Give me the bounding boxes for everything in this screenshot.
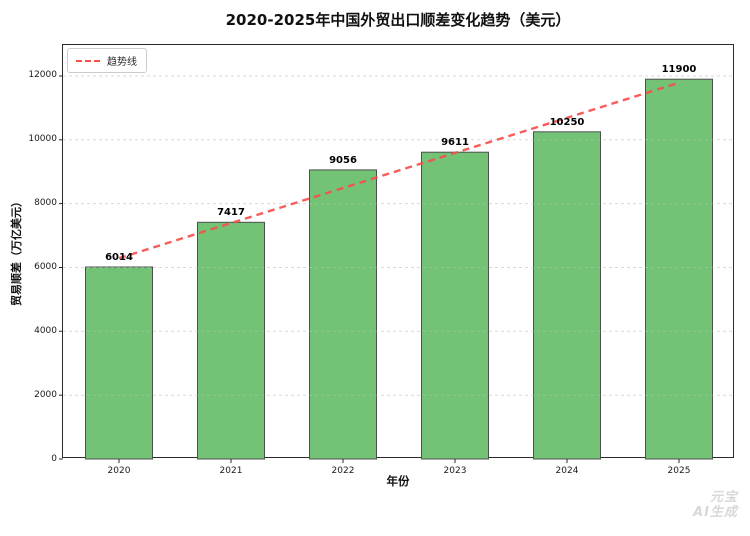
bar-2025 (645, 78, 713, 460)
chart-canvas (59, 75, 735, 463)
x-tick-label-2020: 2020 (107, 466, 131, 476)
trend-line (118, 81, 680, 260)
plot-area: 趋势线 0 2000 4000 6000 8000 10000 12000 2020 2021 2… (28, 44, 735, 476)
bar-2024 (533, 131, 601, 460)
bar-value-label-2023: 9611 (441, 137, 469, 149)
bar-value-label-2024: 10250 (549, 116, 585, 128)
bar-value-label-2020: 6014 (105, 252, 133, 264)
x-tick-label-2022: 2022 (331, 466, 355, 476)
y-tick-label-4000: 4000 (34, 325, 57, 336)
bar-2022 (309, 169, 377, 460)
bar-2020 (85, 266, 153, 460)
y-tick-label-2000: 2000 (34, 389, 57, 400)
bar-2023 (421, 151, 489, 460)
chart-title: 2020-2025年中国外贸出口顺差变化趋势（美元） (225, 11, 571, 29)
y-tick-label-12000: 12000 (28, 70, 57, 81)
watermark-line2: AI生成 (693, 505, 738, 520)
y-tick-label-10000: 10000 (28, 134, 57, 145)
legend: 趋势线 (67, 48, 147, 73)
x-tick-label-2021: 2021 (219, 466, 243, 476)
x-tick-label-2024: 2024 (555, 466, 579, 476)
y-tick-label-0: 0 (51, 453, 57, 464)
y-axis-label: 贸易顺差（万亿美元） (10, 196, 23, 306)
x-axis-label: 年份 (386, 474, 410, 488)
bar-value-label-2021: 7417 (217, 207, 245, 219)
bar-2021 (197, 221, 265, 460)
legend-label: 趋势线 (107, 57, 137, 68)
watermark-line1: 元宝 (709, 490, 738, 505)
x-tick-label-2023: 2023 (443, 466, 467, 476)
y-tick-label-8000: 8000 (34, 198, 57, 209)
watermark: 元宝 AI生成 (693, 490, 738, 520)
bar-value-label-2022: 9056 (329, 154, 357, 166)
y-tick-label-6000: 6000 (34, 261, 57, 272)
bar-value-label-2025: 11900 (661, 64, 697, 76)
trend-line-legend-icon (76, 59, 100, 62)
x-tick-label-2025: 2025 (667, 466, 691, 476)
